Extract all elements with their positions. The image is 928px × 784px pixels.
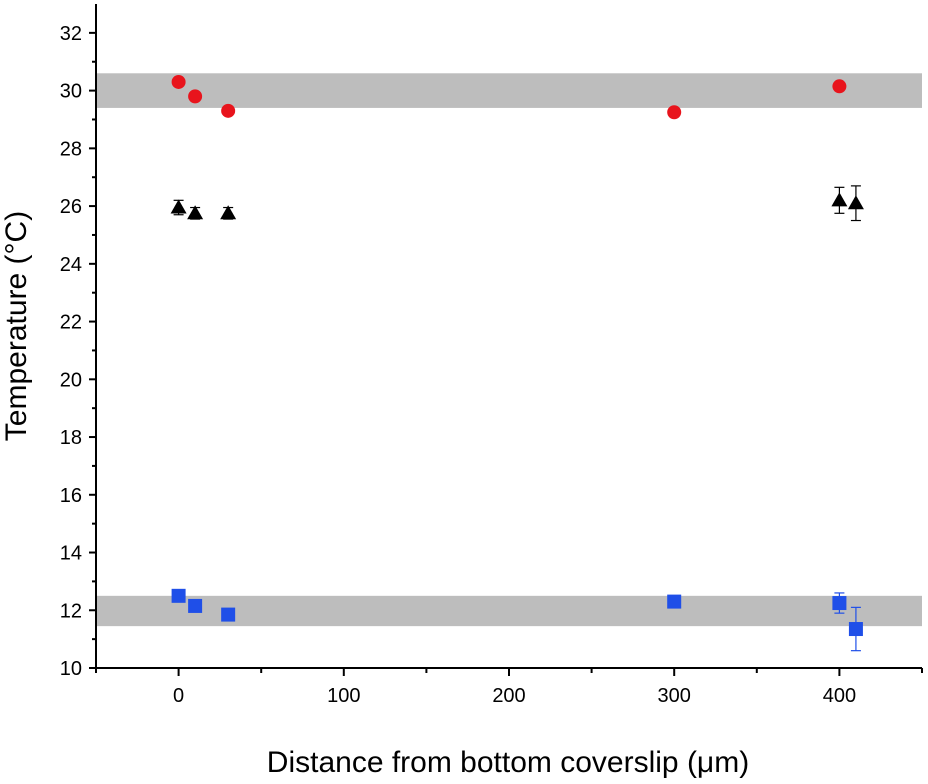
data-point-circle <box>221 103 236 118</box>
x-tick-label: 400 <box>823 685 856 707</box>
reference-band <box>96 595 922 627</box>
y-tick-label: 20 <box>60 369 82 391</box>
data-point-triangle <box>847 195 864 210</box>
data-point-square <box>832 596 847 611</box>
axis-ticks: 10 12 14 16 18 20 22 24 26 28 30 32 0 100 200 300 400 <box>60 23 923 707</box>
y-tick-label: 10 <box>60 658 82 680</box>
y-tick-label: 30 <box>60 81 82 103</box>
y-axis-title: Temperature (°C) <box>0 211 33 441</box>
data-point-square <box>188 598 203 613</box>
data-point-circle <box>667 105 682 120</box>
y-tick-label: 32 <box>60 23 82 45</box>
data-point-circle <box>171 74 186 89</box>
data-point-triangle <box>170 199 187 214</box>
y-tick-label: 14 <box>60 543 82 565</box>
x-tick-label: 300 <box>658 685 691 707</box>
y-tick-label: 16 <box>60 485 82 507</box>
y-tick-label: 12 <box>60 600 82 622</box>
x-tick-label: 200 <box>492 685 525 707</box>
reference-band <box>96 73 922 108</box>
data-point-circle <box>832 79 847 94</box>
data-point-square <box>171 588 186 603</box>
y-tick-label: 28 <box>60 138 82 160</box>
y-tick-label: 26 <box>60 196 82 218</box>
data-point-square <box>667 594 682 609</box>
x-tick-label: 100 <box>327 685 360 707</box>
data-point-triangle <box>220 205 237 220</box>
data-points <box>170 74 864 652</box>
data-point-square <box>221 607 236 622</box>
y-tick-label: 22 <box>60 312 82 334</box>
y-tick-label: 18 <box>60 427 82 449</box>
x-axis-title: Distance from bottom coverslip (μm) <box>267 746 749 779</box>
data-point-circle <box>188 89 203 104</box>
data-point-square <box>848 622 863 637</box>
data-point-triangle <box>187 205 204 220</box>
reference-bands <box>96 73 922 627</box>
data-point-triangle <box>831 192 848 207</box>
x-tick-label: 0 <box>173 685 184 707</box>
y-tick-label: 24 <box>60 254 82 276</box>
